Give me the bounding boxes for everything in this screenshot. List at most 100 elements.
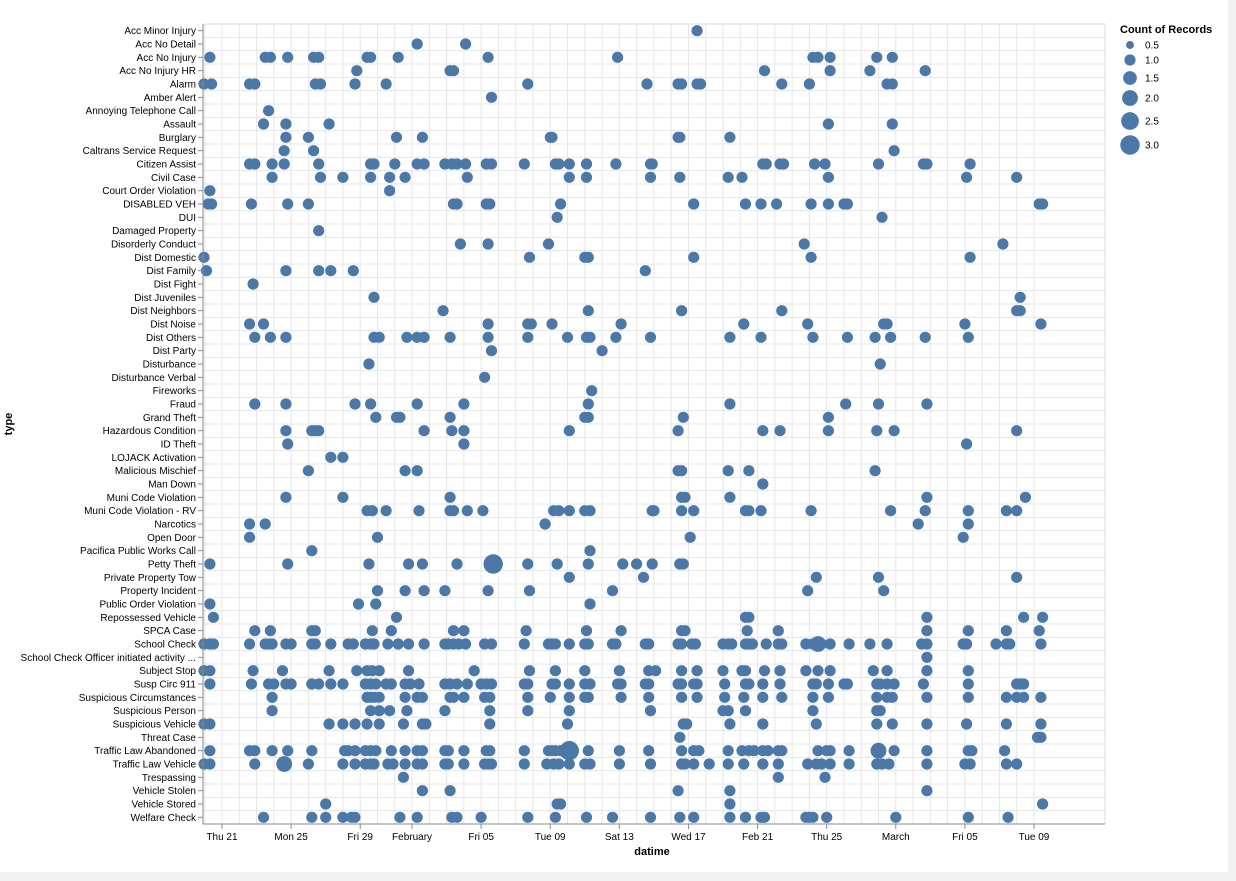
y-tick-label: Man Down (148, 480, 196, 491)
y-tick-label: Muni Code Violation - RV (84, 506, 196, 517)
data-point (643, 638, 655, 650)
data-point (876, 211, 888, 223)
data-point (688, 758, 700, 770)
y-axis: Acc Minor Injury Acc No Detail Acc No Inju… (21, 24, 204, 824)
data-point (921, 398, 933, 410)
legend-symbol (1121, 112, 1139, 130)
data-point (555, 798, 567, 810)
data-point (774, 678, 786, 690)
data-point (337, 491, 349, 503)
data-point (688, 198, 700, 210)
data-point (444, 491, 456, 503)
data-point (411, 398, 423, 410)
data-point (276, 665, 289, 677)
data-point (867, 665, 879, 677)
y-tick-label: Caltrans Service Request (83, 146, 197, 157)
data-point (439, 705, 451, 717)
data-point (373, 691, 385, 703)
y-tick-label: Fraud (170, 400, 196, 411)
data-point (451, 198, 463, 210)
data-point (584, 331, 596, 343)
data-point (812, 745, 824, 757)
data-point (264, 625, 276, 637)
data-point (207, 638, 219, 650)
data-point (843, 758, 855, 770)
data-point (309, 625, 321, 637)
data-point (724, 131, 736, 143)
data-point (411, 38, 423, 50)
data-point (1000, 718, 1013, 730)
x-axis: Thu 21 Mon 25 Fri 29 February Fri 05 Tue 09 Sa… (203, 823, 1105, 843)
data-point (394, 811, 406, 823)
data-point (451, 558, 463, 570)
data-point (676, 638, 688, 650)
data-point (549, 678, 562, 690)
data-point (881, 318, 893, 330)
data-point (204, 665, 216, 677)
data-point (302, 465, 314, 477)
data-point (999, 745, 1011, 757)
data-point (739, 705, 752, 717)
data-point (365, 171, 377, 183)
y-tick-label: Dist Neighbors (130, 306, 196, 317)
data-point (679, 625, 691, 637)
data-point (613, 758, 626, 770)
data-point (468, 665, 480, 677)
data-point (724, 718, 736, 730)
data-point (997, 238, 1009, 250)
data-point (257, 118, 270, 130)
data-point (693, 745, 705, 757)
legend-symbol (1124, 54, 1136, 66)
data-point (674, 811, 686, 823)
data-point (337, 451, 349, 463)
x-tick-label: Feb 21 (742, 832, 774, 843)
data-point (413, 678, 425, 690)
data-point (285, 638, 297, 650)
data-point (724, 331, 736, 343)
data-point (373, 718, 385, 730)
data-point (1000, 758, 1013, 770)
data-point (615, 678, 627, 690)
data-point (477, 505, 489, 517)
data-point (921, 638, 933, 650)
data-point (482, 318, 494, 330)
data-point (349, 745, 361, 757)
data-point (451, 811, 463, 823)
data-point (323, 118, 335, 130)
data-point (755, 505, 767, 517)
data-point (444, 785, 456, 797)
data-point (266, 158, 278, 170)
data-point (380, 78, 392, 90)
data-point (483, 554, 503, 574)
data-point (416, 691, 428, 703)
data-point (245, 678, 257, 690)
data-point (758, 665, 771, 677)
data-point (549, 665, 562, 677)
data-point (1018, 678, 1030, 690)
data-point (807, 811, 819, 823)
data-point (361, 718, 373, 730)
legend-label: 1.5 (1145, 74, 1159, 85)
data-point (371, 531, 384, 543)
data-point (822, 678, 835, 690)
x-tick-label: Fri 05 (952, 832, 978, 843)
data-point (549, 638, 562, 650)
data-point (525, 318, 537, 330)
data-point (841, 678, 854, 690)
data-point (724, 398, 736, 410)
data-point (885, 331, 897, 343)
data-point (461, 678, 473, 690)
data-point (308, 145, 320, 157)
y-tick-label: ID Theft (161, 440, 197, 451)
x-tick-label: Thu 21 (206, 832, 238, 843)
data-point (724, 491, 736, 503)
data-point (966, 745, 978, 757)
size-legend: Count of Records 0.5 1.0 1.5 2.0 2.5 3.0 (1120, 24, 1212, 155)
data-point (584, 678, 596, 690)
y-tick-label: Suspicious Person (113, 706, 196, 717)
data-point (263, 105, 275, 117)
x-tick-label: Tue 09 (535, 832, 566, 843)
data-point (921, 665, 933, 677)
data-point (719, 691, 731, 703)
data-point (337, 171, 349, 183)
